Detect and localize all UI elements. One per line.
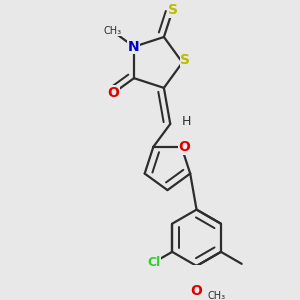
Text: Cl: Cl [147, 256, 161, 269]
Text: CH₃: CH₃ [103, 26, 122, 36]
Text: S: S [168, 3, 178, 17]
Text: N: N [128, 40, 140, 54]
Text: CH₃: CH₃ [208, 290, 226, 300]
Text: H: H [182, 115, 191, 128]
Text: O: O [178, 140, 190, 154]
Text: O: O [107, 86, 119, 100]
Text: O: O [190, 284, 202, 298]
Text: S: S [180, 52, 190, 67]
